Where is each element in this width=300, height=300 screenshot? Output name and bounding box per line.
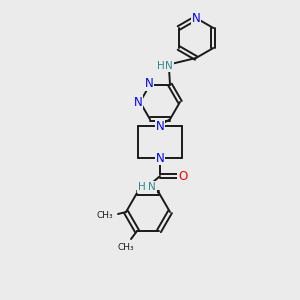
Text: O: O <box>178 169 188 182</box>
Text: N: N <box>156 152 164 164</box>
Text: N: N <box>145 77 153 90</box>
Text: CH₃: CH₃ <box>97 212 113 220</box>
Text: N: N <box>165 61 173 71</box>
Text: N: N <box>156 119 164 133</box>
Text: N: N <box>192 11 200 25</box>
Text: H: H <box>138 182 146 192</box>
Text: N: N <box>148 182 156 192</box>
Text: CH₃: CH₃ <box>118 243 134 252</box>
Text: N: N <box>134 95 142 109</box>
Text: H: H <box>157 61 165 71</box>
